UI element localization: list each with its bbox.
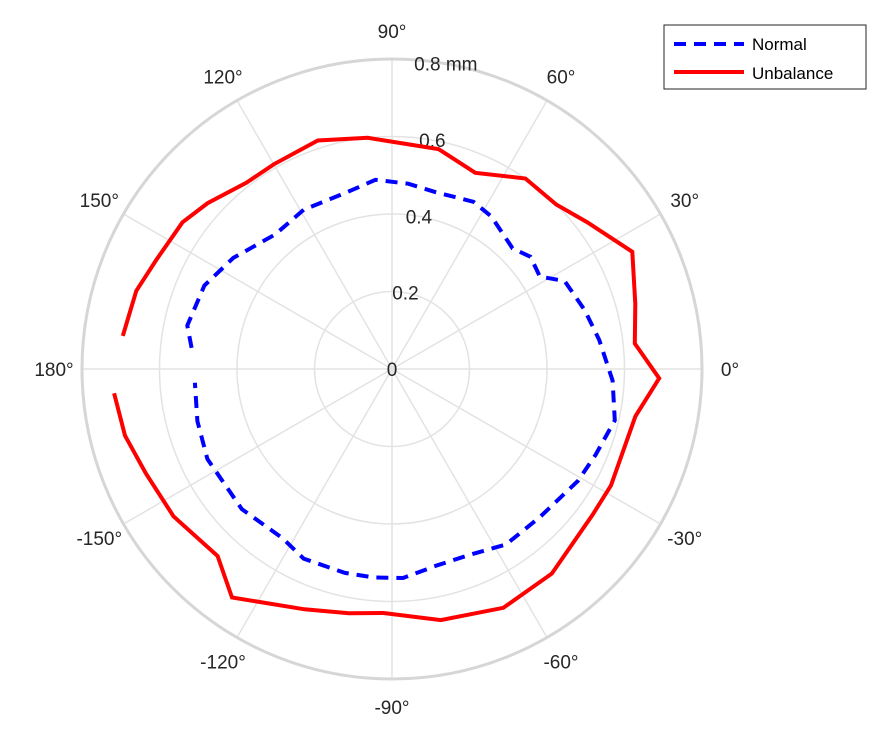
legend-label-normal: Normal bbox=[752, 35, 807, 54]
theta-tick-label-9: -90° bbox=[374, 698, 409, 719]
radial-tick-labels: 00.20.40.60.8 mm bbox=[387, 55, 478, 381]
data-series bbox=[112, 135, 662, 623]
theta-tick-label-11: -30° bbox=[667, 529, 702, 550]
series-line-unbalance bbox=[112, 135, 662, 623]
legend: Normal Unbalance bbox=[663, 24, 867, 90]
theta-tick-label-4: 120° bbox=[203, 67, 242, 88]
theta-tick-label-0: 0° bbox=[721, 360, 739, 381]
r-tick-label-1: 0.2 bbox=[392, 284, 418, 305]
ring-2 bbox=[236, 213, 548, 525]
angular-tick-labels: 0° 30° 60° 90° 120° 150° 180° -150° -120° -90° -60… bbox=[34, 22, 739, 719]
ring-3 bbox=[158, 135, 626, 603]
theta-tick-label-8: -120° bbox=[200, 653, 246, 674]
legend-box bbox=[663, 24, 867, 90]
theta-tick-label-1: 30° bbox=[670, 191, 699, 212]
polar-grid bbox=[80, 57, 704, 681]
theta-tick-label-10: -60° bbox=[543, 653, 578, 674]
theta-tick-label-6: 180° bbox=[34, 360, 73, 381]
r-tick-label-0: 0 bbox=[387, 360, 398, 381]
series-line-normal bbox=[185, 177, 617, 581]
theta-tick-label-5: 150° bbox=[80, 191, 119, 212]
r-tick-label-2: 0.4 bbox=[406, 207, 433, 228]
legend-label-unbalance: Unbalance bbox=[752, 64, 833, 83]
theta-tick-label-7: -150° bbox=[76, 529, 122, 550]
theta-tick-label-3: 90° bbox=[378, 22, 407, 43]
theta-tick-label-2: 60° bbox=[547, 67, 576, 88]
r-tick-label-4: 0.8 mm bbox=[414, 55, 477, 76]
ring-4 bbox=[80, 57, 704, 681]
ring-1 bbox=[313, 290, 471, 448]
